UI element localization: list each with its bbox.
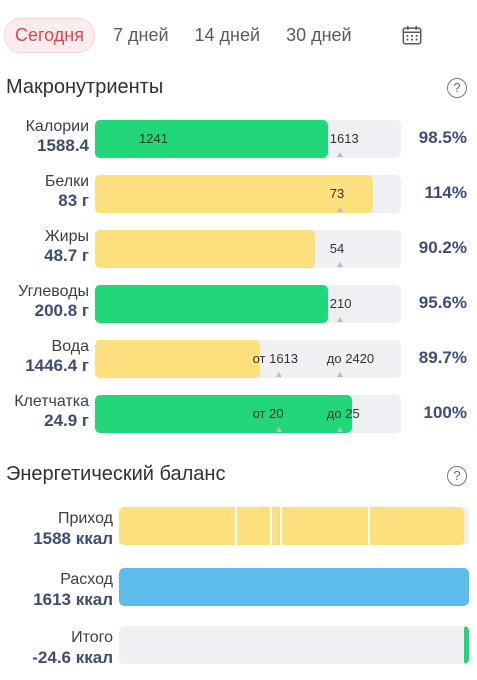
- macro-percent: 89.7%: [418, 348, 467, 367]
- meal-divider: [367, 507, 370, 545]
- macro-bar-track: 73: [95, 175, 401, 213]
- macro-bar-fill: [95, 175, 374, 213]
- macro-label: Углеводы 200.8 г: [18, 283, 89, 321]
- energy-bar-track: [119, 626, 469, 664]
- macro-bar-fill: [95, 230, 316, 268]
- macro-bar-track: 1241 1613: [95, 120, 401, 158]
- energy-value: 1613 ккал: [33, 590, 113, 609]
- macro-label: Белки 83 г: [45, 173, 89, 211]
- bar-label-min: от 1613: [252, 351, 299, 366]
- macro-row: Калории 1588.4 1241 1613 98.5%: [0, 118, 477, 166]
- meal-divider: [280, 507, 282, 545]
- macro-value: 83 г: [58, 191, 89, 210]
- macro-bar-fill: [95, 120, 328, 158]
- energy-bar-track: [119, 568, 469, 606]
- tab-7-days[interactable]: 7 дней: [113, 24, 169, 45]
- bar-label-target: 73: [329, 186, 345, 201]
- target-marker: [336, 372, 343, 377]
- energy-value: 1588 ккал: [33, 529, 113, 548]
- macro-value: 1446.4 г: [25, 356, 89, 375]
- macro-value: 24.9 г: [44, 411, 89, 430]
- macro-bar-track: 210: [95, 285, 401, 323]
- energy-bar-fill: [463, 626, 469, 664]
- bar-label-target: 210: [329, 296, 352, 311]
- target-marker: [336, 317, 343, 322]
- macro-row: Белки 83 г 73 114%: [0, 173, 477, 221]
- tab-30-days[interactable]: 30 дней: [286, 24, 352, 45]
- bar-label-target: до 25: [326, 406, 360, 421]
- macro-name: Вода: [51, 338, 89, 355]
- macro-label: Клетчатка 24.9 г: [14, 393, 89, 431]
- macro-value: 1588.4: [37, 136, 89, 155]
- macro-bar-fill: [95, 285, 328, 323]
- macro-value: 200.8 г: [34, 301, 89, 320]
- macro-name: Жиры: [44, 228, 89, 245]
- energy-name: Итого: [71, 629, 113, 646]
- calendar-icon[interactable]: [401, 24, 423, 46]
- macro-row: Жиры 48.7 г 54 90.2%: [0, 228, 477, 276]
- energy-name: Приход: [57, 510, 113, 527]
- macro-bar-fill: [95, 340, 261, 378]
- tab-14-days[interactable]: 14 дней: [194, 24, 261, 45]
- macro-label: Жиры 48.7 г: [44, 228, 89, 266]
- macro-label: Вода 1446.4 г: [25, 338, 89, 376]
- target-marker: [336, 152, 343, 157]
- target-marker: [275, 427, 282, 432]
- macro-percent: 95.6%: [418, 293, 467, 312]
- macro-label: Калории 1588.4: [26, 118, 89, 156]
- macro-value: 48.7 г: [44, 246, 89, 265]
- macro-bar-track: от 1613 до 2420: [95, 340, 401, 378]
- energy-help-icon[interactable]: ?: [447, 466, 467, 486]
- macro-name: Калории: [25, 118, 89, 135]
- macro-row: Вода 1446.4 г от 1613 до 2420 89.7%: [0, 338, 477, 386]
- period-tabs: Сегодня 7 дней 14 дней 30 дней: [4, 16, 473, 54]
- energy-label: Приход 1588 ккал: [33, 509, 113, 549]
- energy-label: Итого -24.6 ккал: [32, 628, 113, 668]
- target-marker: [275, 372, 282, 377]
- bar-label-min: 1241: [139, 131, 168, 146]
- macro-bar-fill: [95, 395, 353, 433]
- macro-name: Клетчатка: [14, 393, 89, 410]
- bar-label-min: от 20: [252, 406, 284, 421]
- target-marker: [336, 207, 343, 212]
- macro-percent: 100%: [423, 403, 467, 422]
- energy-name: Расход: [60, 571, 113, 588]
- macro-bar-track: от 20 до 25: [95, 395, 401, 433]
- bar-label-target: 1613: [329, 131, 359, 146]
- energy-bar-fill: [119, 507, 464, 545]
- energy-bar-track: [119, 507, 469, 545]
- meal-divider: [234, 507, 237, 545]
- tab-today[interactable]: Сегодня: [4, 17, 95, 53]
- macro-row: Клетчатка 24.9 г от 20 до 25 100%: [0, 393, 477, 441]
- macro-bar-track: 54: [95, 230, 401, 268]
- macros-title: Макронутриенты: [6, 76, 164, 98]
- macro-percent: 90.2%: [418, 238, 467, 257]
- macro-percent: 114%: [424, 183, 467, 202]
- energy-title: Энергетический баланс: [6, 463, 226, 485]
- macros-help-icon[interactable]: ?: [447, 78, 467, 98]
- energy-label: Расход 1613 ккал: [33, 570, 113, 610]
- energy-bar-fill: [119, 568, 469, 606]
- macro-percent: 98.5%: [418, 128, 467, 147]
- energy-value: -24.6 ккал: [32, 648, 113, 667]
- meal-divider: [269, 507, 272, 545]
- bar-label-target: 54: [329, 241, 345, 256]
- bar-label-target: до 2420: [326, 351, 375, 366]
- macro-name: Углеводы: [18, 283, 89, 300]
- target-marker: [336, 427, 343, 432]
- macro-row: Углеводы 200.8 г 210 95.6%: [0, 283, 477, 331]
- target-marker: [336, 262, 343, 267]
- macro-name: Белки: [44, 173, 89, 190]
